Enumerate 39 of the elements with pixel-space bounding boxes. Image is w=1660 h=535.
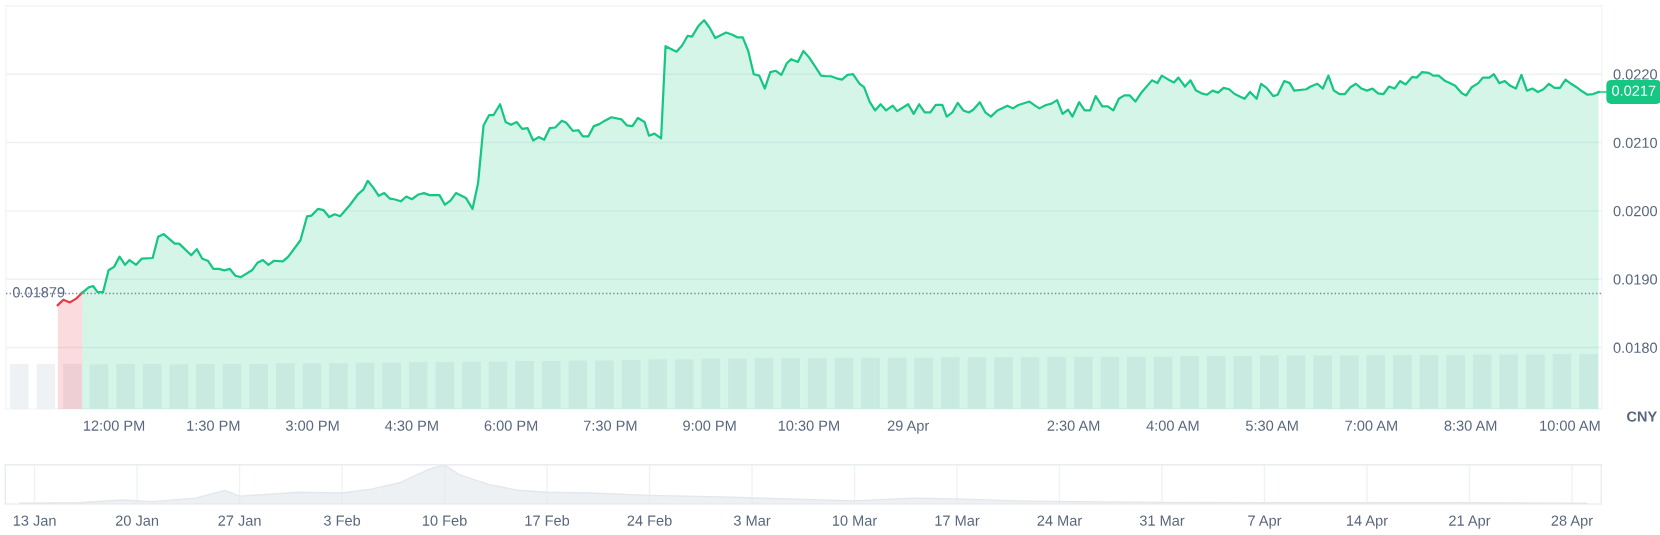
x-tick-label: 31 Mar — [1139, 515, 1185, 526]
x-tick-label: 4:00 AM — [1146, 420, 1199, 431]
x-tick-label: 24 Feb — [627, 515, 672, 526]
x-tick-label: 1:30 PM — [187, 420, 240, 431]
x-tick-label: 10:00 AM — [1540, 420, 1600, 431]
x-tick-label: 21 Apr — [1449, 515, 1491, 529]
x-tick-label: 27 Jan — [218, 515, 261, 526]
x-tick-label: 4:30 PM — [385, 420, 438, 431]
x-tick-label: 10 Feb — [422, 515, 467, 526]
x-tick-label: 28 Apr — [1551, 515, 1593, 529]
y-tick-label: 0.0200 — [1613, 205, 1658, 217]
x-tick-label: 7 Apr — [1248, 515, 1282, 529]
x-tick-label: 12:00 PM — [83, 420, 145, 431]
x-tick-label: 29 Apr — [887, 420, 930, 434]
ref-line-label: 0.01879 — [12, 287, 65, 298]
x-tick-label: 2:30 AM — [1047, 420, 1100, 431]
y-tick-label: 0.0210 — [1613, 137, 1658, 148]
y-axis-title: CNY — [1627, 411, 1657, 422]
x-tick-label: 20 Jan — [115, 515, 159, 526]
x-tick-label: 3:00 PM — [285, 420, 339, 431]
x-tick-label: 24 Mar — [1037, 515, 1082, 526]
x-tick-label: 6:00 PM — [484, 420, 538, 431]
x-tick-label: 7:30 PM — [583, 420, 637, 431]
x-tick-label: 17 Feb — [525, 515, 570, 526]
x-tick-label: 9:00 PM — [683, 420, 736, 431]
x-tick-label: 8:30 AM — [1444, 420, 1497, 431]
x-tick-label: 3 Mar — [733, 515, 771, 526]
x-tick-label: 17 Mar — [935, 515, 980, 526]
annotation: 0.0217 — [1612, 85, 1656, 96]
y-tick-label: 0.0220 — [1613, 69, 1658, 80]
x-tick-label: 7:00 AM — [1345, 420, 1397, 431]
y-tick-label: 0.0180 — [1613, 342, 1658, 353]
x-tick-label: 13 Jan — [13, 515, 56, 526]
x-tick-label: 14 Apr — [1347, 515, 1388, 529]
x-tick-label: 3 Feb — [323, 515, 361, 526]
x-tick-label: 10:30 PM — [778, 420, 839, 431]
x-tick-label: 5:30 AM — [1245, 420, 1298, 431]
y-tick-label: 0.0190 — [1613, 274, 1658, 285]
x-tick-label: 10 Mar — [832, 515, 877, 526]
